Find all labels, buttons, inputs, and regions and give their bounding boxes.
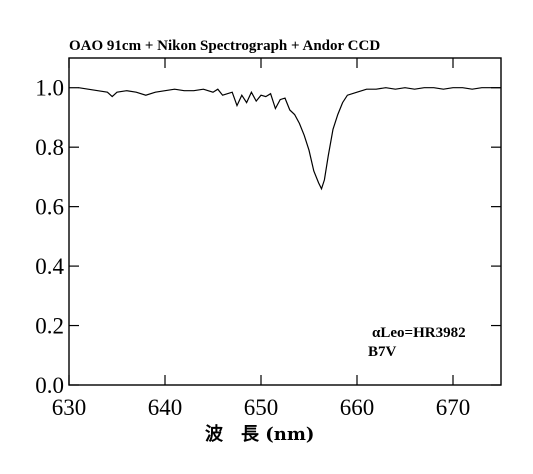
y-tick-label: 0.0 <box>35 373 64 398</box>
spectrum-series-line <box>78 87 501 191</box>
x-tick-label: 660 <box>340 395 375 420</box>
y-tick-label: 0.6 <box>35 195 64 220</box>
chart-title: OAO 91cm + Nikon Spectrograph + Andor CC… <box>69 38 380 54</box>
x-axis: 630 640 650 660 670 <box>52 58 471 420</box>
y-axis: 0.0 0.2 0.4 0.6 0.8 1.0 <box>35 76 501 398</box>
y-tick-label: 0.4 <box>35 254 64 279</box>
x-axis-label: 波 長 (nm) <box>205 423 314 445</box>
star-name-annotation: αLeo=HR3982 <box>372 325 466 341</box>
y-tick-label: 0.8 <box>35 135 64 160</box>
plot-frame <box>68 57 502 386</box>
y-tick-label: 0.2 <box>35 314 64 339</box>
spectral-type-annotation: B7V <box>368 344 397 360</box>
x-tick-label: 670 <box>436 395 471 420</box>
x-tick-label: 640 <box>148 395 183 420</box>
x-tick-label: 630 <box>52 395 87 420</box>
x-tick-label: 650 <box>244 395 279 420</box>
y-tick-label: 1.0 <box>35 76 64 101</box>
